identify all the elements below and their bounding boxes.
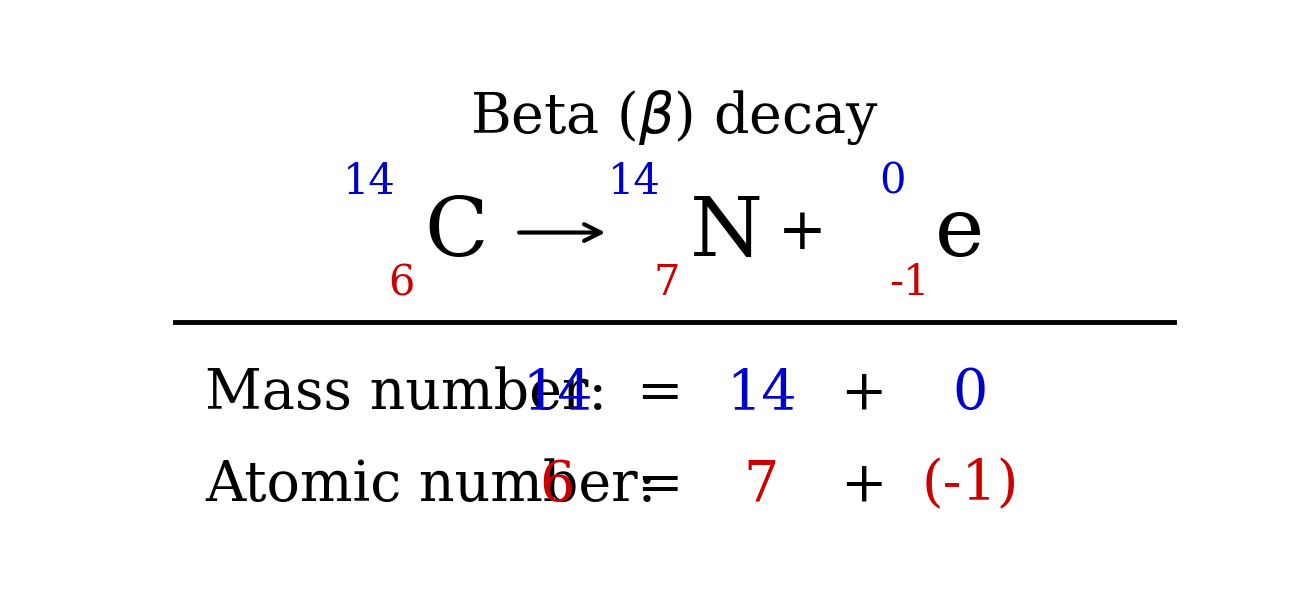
Text: (-1): (-1) (921, 458, 1019, 513)
Text: 0: 0 (953, 366, 988, 421)
Text: 0: 0 (879, 161, 905, 202)
Text: 14: 14 (726, 366, 796, 421)
Text: 6: 6 (540, 458, 575, 513)
Text: e: e (934, 192, 984, 273)
Text: -1: -1 (888, 263, 929, 304)
Text: N: N (690, 192, 763, 273)
Text: 7: 7 (744, 458, 779, 513)
Text: 14: 14 (522, 366, 592, 421)
Text: C: C (425, 192, 488, 273)
Text: 14: 14 (608, 161, 661, 202)
Text: =: = (636, 366, 683, 421)
Text: 7: 7 (653, 263, 679, 304)
Text: =: = (636, 458, 683, 513)
Text: +: + (840, 366, 887, 421)
Text: 6: 6 (388, 263, 415, 304)
Text: Atomic number:: Atomic number: (205, 458, 657, 513)
Text: 14: 14 (343, 161, 396, 202)
Text: Beta ($\beta$) decay: Beta ($\beta$) decay (470, 88, 879, 147)
Text: +: + (778, 205, 826, 260)
Text: +: + (840, 458, 887, 513)
Text: Mass number:: Mass number: (205, 366, 608, 421)
